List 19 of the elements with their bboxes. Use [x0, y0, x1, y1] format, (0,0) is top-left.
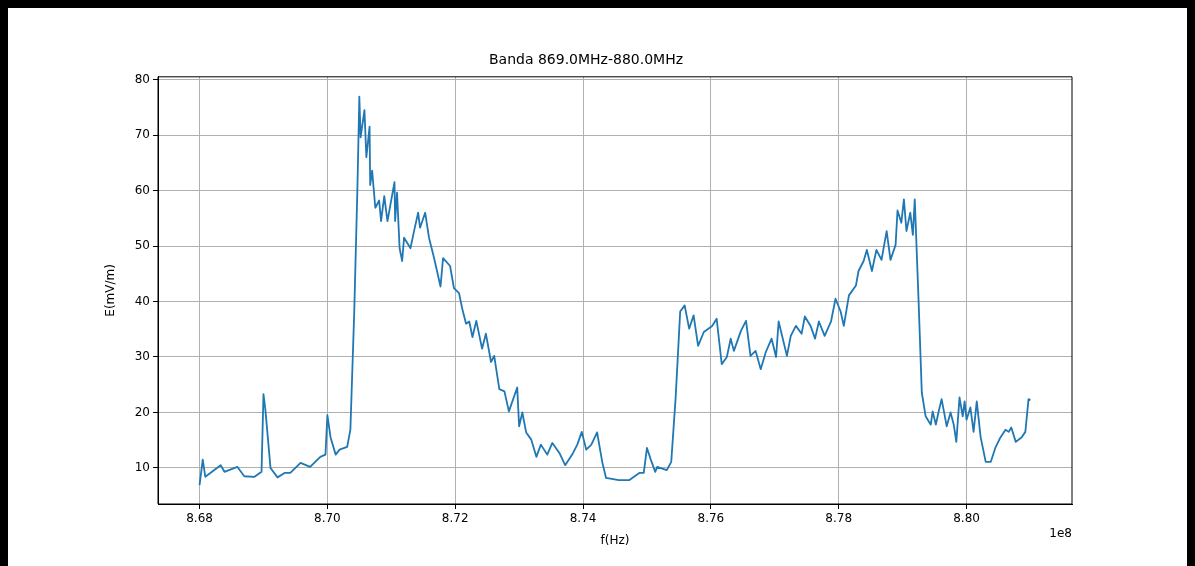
y-tick-label: 80	[134, 71, 150, 86]
y-tick-label: 50	[134, 238, 150, 253]
x-axis-title: f(Hz)	[600, 532, 630, 547]
x-tick-label: 8.68	[186, 511, 213, 526]
x-tick-label: 8.76	[697, 511, 725, 526]
y-axis-title: E(mV/m)	[103, 264, 118, 317]
chart-title: Banda 869.0MHz-880.0MHz	[488, 51, 684, 68]
y-tick-label: 70	[134, 127, 150, 142]
x-tick-label: 8.74	[569, 511, 597, 526]
y-tick-label: 40	[134, 293, 150, 308]
x-tick-label: 8.72	[441, 511, 469, 526]
y-tick-label: 60	[134, 182, 150, 197]
y-tick-label: 10	[134, 460, 150, 475]
text: 1e8	[1049, 526, 1072, 541]
x-tick-label: 8.80	[953, 511, 980, 526]
x-tick-label: 8.70	[314, 511, 341, 526]
y-tick-label: 30	[134, 349, 150, 364]
x-tick-label: 8.78	[825, 511, 853, 526]
y-tick-label: 20	[134, 404, 150, 419]
